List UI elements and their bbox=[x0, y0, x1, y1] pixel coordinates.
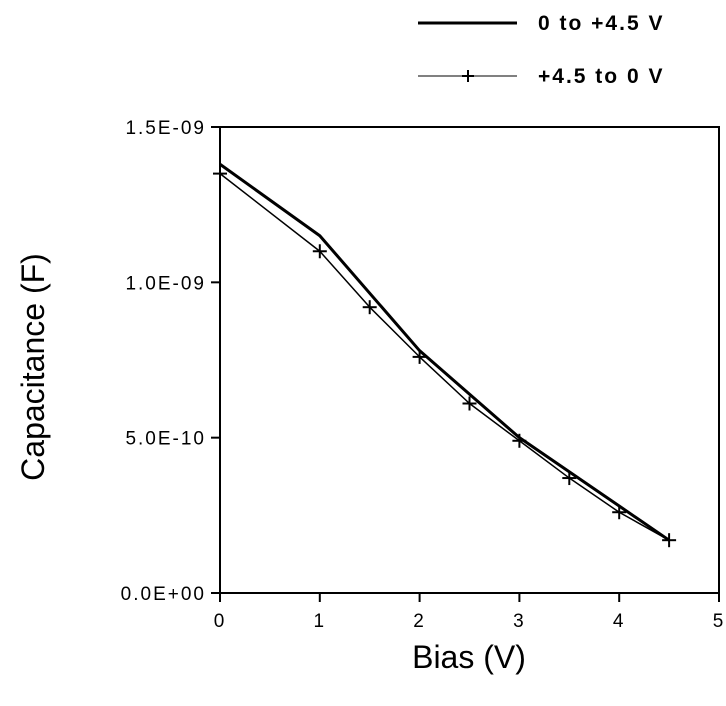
series-line-1 bbox=[219, 163, 670, 542]
data-point-marker bbox=[662, 533, 677, 548]
x-axis-ticks: 0 1 2 3 4 5 bbox=[214, 593, 726, 632]
legend: 0 to +4.5 V +4.5 to 0 V bbox=[418, 12, 664, 88]
data-point-marker bbox=[213, 166, 227, 181]
y-tick-label: 1.0E-09 bbox=[125, 273, 206, 294]
x-tick-label: 4 bbox=[613, 611, 626, 632]
y-axis-title: Capacitance (F) bbox=[15, 253, 51, 481]
x-tick-label: 1 bbox=[314, 611, 327, 632]
x-axis-title: Bias (V) bbox=[412, 639, 526, 675]
data-point-marker bbox=[512, 433, 527, 448]
data-point-marker bbox=[412, 349, 427, 364]
x-tick-label: 5 bbox=[713, 611, 726, 632]
y-tick-label: 5.0E-10 bbox=[125, 429, 206, 450]
data-point-marker bbox=[362, 300, 377, 315]
series-line-2 bbox=[219, 173, 670, 541]
data-point-marker bbox=[612, 505, 627, 520]
x-tick-label: 3 bbox=[513, 611, 526, 632]
y-tick-label: 0.0E+00 bbox=[121, 584, 206, 605]
data-point-marker bbox=[562, 471, 577, 486]
x-tick-label: 0 bbox=[214, 611, 227, 632]
y-axis-ticks: 0.0E+00 5.0E-10 1.0E-09 1.5E-09 bbox=[121, 118, 220, 605]
legend-label-series-1: 0 to +4.5 V bbox=[538, 12, 664, 35]
legend-label-series-2: +4.5 to 0 V bbox=[538, 65, 664, 88]
y-tick-label: 1.5E-09 bbox=[125, 118, 206, 139]
plot-area-frame bbox=[219, 126, 720, 594]
data-point-marker bbox=[312, 244, 327, 259]
series-layer bbox=[213, 163, 677, 548]
data-point-marker bbox=[462, 396, 477, 411]
x-tick-label: 2 bbox=[413, 611, 426, 632]
